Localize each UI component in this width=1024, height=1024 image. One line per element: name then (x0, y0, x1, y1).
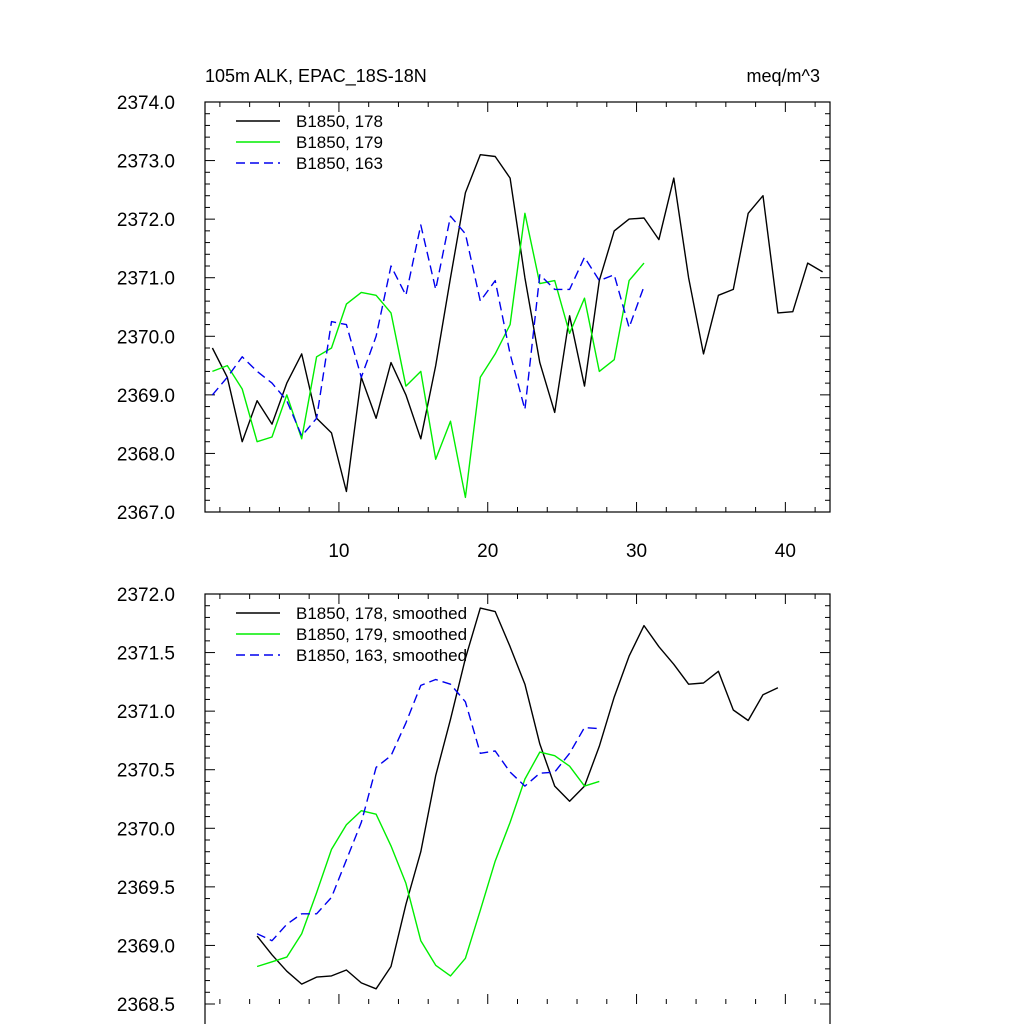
x-tick-label: 20 (477, 541, 498, 562)
legend-label: B1850, 179, smoothed (296, 625, 467, 644)
y-tick-labels: 2368.5 2369.0 2369.5 2370.0 2370.5 2371.0 2371… (117, 585, 175, 1016)
series-line (211, 153, 823, 493)
series-line (256, 607, 779, 990)
series-line (256, 751, 600, 977)
y-tick-label: 2369.5 (117, 878, 175, 899)
bottom-panel: 2368.5 2369.0 2369.5 2370.0 2370.5 2371.0 2371… (117, 585, 831, 1024)
y-tick-label: 2371.5 (117, 644, 175, 665)
legend: B1850, 178 B1850, 179 B1850, 163 (236, 112, 383, 173)
plot-frame (204, 593, 831, 1024)
y-tick-label: 2372.0 (117, 210, 175, 231)
y-tick-label: 2370.5 (117, 761, 175, 782)
y-tick-label: 2370.0 (117, 327, 175, 348)
chart-title: 105m ALK, EPAC_18S-18N (205, 66, 427, 87)
series-lines (211, 153, 823, 499)
y-tick-label: 2367.0 (117, 503, 175, 524)
y-tick-label: 2369.0 (117, 936, 175, 957)
y-tick-label: 2373.0 (117, 152, 175, 173)
legend-label: B1850, 179 (296, 133, 383, 152)
y-tick-label: 2368.5 (117, 995, 175, 1016)
y-tick-label: 2368.0 (117, 444, 175, 465)
x-tick-labels: 10 20 30 40 (328, 541, 796, 562)
legend-label: B1850, 178, smoothed (296, 604, 467, 623)
legend-label: B1850, 178 (296, 112, 383, 131)
y-tick-label: 2369.0 (117, 386, 175, 407)
x-tick-label: 10 (328, 541, 349, 562)
top-panel: 105m ALK, EPAC_18S-18N meq/m^3 2367.0236… (117, 66, 831, 562)
axis-ticks (205, 593, 830, 1005)
series-line (212, 212, 645, 499)
series-lines (256, 607, 779, 990)
y-tick-label: 2374.0 (117, 93, 175, 114)
y-tick-label: 2371.0 (117, 702, 175, 723)
y-tick-label: 2371.0 (117, 269, 175, 290)
series-line (256, 678, 600, 942)
y-tick-labels: 2367.0 2368.0 2369.0 2370.0 2371.0 2372.0 2373… (117, 93, 175, 524)
legend-label: B1850, 163, smoothed (296, 646, 467, 665)
plot-frame (204, 101, 831, 513)
axis-ticks (205, 101, 830, 513)
legend: B1850, 178, smoothed B1850, 179, smoothed… (236, 604, 467, 665)
legend-label: B1850, 163 (296, 154, 383, 173)
y-tick-label: 2372.0 (117, 585, 175, 606)
series-line (211, 215, 645, 437)
x-tick-label: 30 (626, 541, 647, 562)
x-tick-label: 40 (775, 541, 796, 562)
chart-units: meq/m^3 (747, 66, 820, 86)
y-tick-label: 2370.0 (117, 819, 175, 840)
